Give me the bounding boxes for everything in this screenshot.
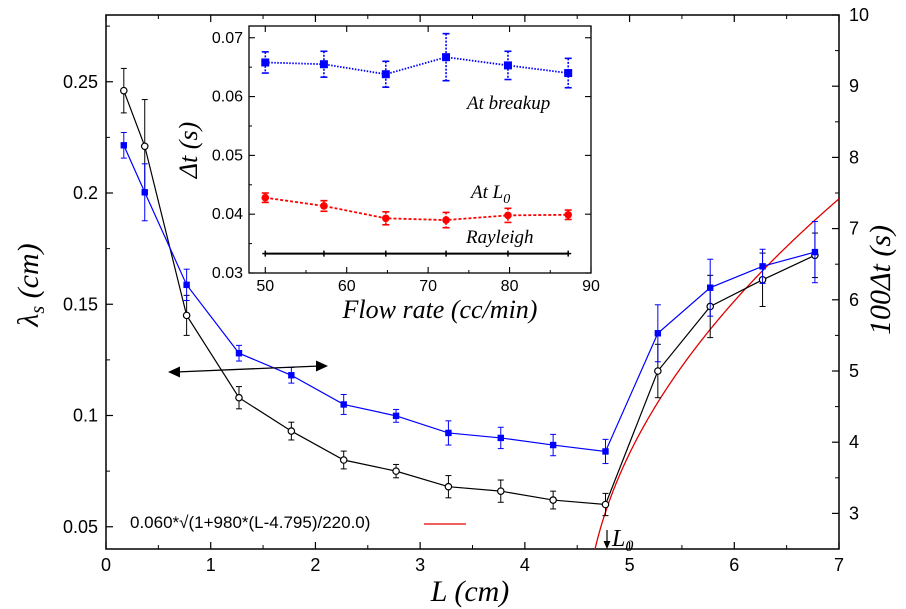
y-left-tick-label: 0.1 [73, 406, 98, 426]
inset-x-tick-label: 90 [582, 278, 600, 295]
data-point [392, 467, 400, 475]
main-plot-area [120, 67, 839, 549]
data-point [287, 427, 296, 435]
inset-data-point [442, 53, 451, 62]
l0-marker-arrow [603, 541, 611, 549]
inset-data-point [564, 69, 573, 78]
inset-data-point [381, 70, 390, 79]
data-point [445, 429, 452, 437]
inset-data-point [320, 202, 328, 210]
y-right-tick-label: 7 [849, 219, 859, 239]
inset-data-point [503, 61, 512, 70]
data-point [120, 86, 128, 95]
inset-series-line [265, 196, 569, 221]
data-point [182, 311, 191, 320]
data-point [183, 281, 190, 289]
data-point [339, 456, 348, 464]
data-point [235, 350, 243, 357]
y-left-axis-label: λs (cm) [12, 243, 49, 327]
data-point [141, 189, 148, 196]
data-point [602, 448, 609, 455]
y-right-tick-label: 5 [849, 361, 859, 381]
data-point [497, 434, 504, 442]
data-point [601, 500, 610, 509]
data-point [392, 412, 400, 420]
axis-indicator-arrow [168, 360, 328, 378]
inset-series-2 [262, 250, 572, 257]
data-point [288, 372, 295, 379]
data-point [759, 263, 766, 270]
x-tick-label: 1 [206, 555, 216, 575]
y-right-tick-label: 3 [849, 503, 859, 523]
data-point [120, 142, 128, 149]
inset-data-point [564, 210, 572, 219]
data-point [549, 496, 557, 504]
data-point [549, 441, 557, 449]
inset-x-tick-label: 60 [338, 278, 356, 295]
inset-x-tick-label: 50 [256, 278, 274, 295]
main-ticks: 0 1 2 3 4 5 6 7 0.05 0.1 0.15 0.2 0.25 3 4 5 6 7 8 9 10 [63, 5, 869, 575]
inset-x-axis-label: Flow rate (cc/min) [342, 295, 538, 324]
inset-ticks: 50 60 70 80 90 0.03 0.04 0.05 0.06 0.07 [212, 26, 600, 295]
inset-data-point [261, 58, 270, 67]
x-tick-label: 0 [101, 555, 111, 575]
inset-data-point [442, 216, 450, 224]
l0-label: L0 [611, 526, 633, 555]
x-tick-label: 4 [520, 555, 530, 575]
data-point [654, 330, 662, 337]
series-1 [120, 131, 819, 465]
inset-x-tick-label: 70 [419, 278, 437, 295]
inset-y-tick-label: 0.04 [212, 206, 243, 223]
inset-data-point [382, 214, 390, 223]
inset-y-tick-label: 0.06 [212, 89, 243, 106]
data-point [811, 248, 819, 256]
inset-plot-frame [248, 25, 592, 274]
inset-series-0 [261, 32, 573, 89]
x-tick-label: 7 [834, 555, 844, 575]
inset-background [249, 26, 591, 273]
y-left-tick-label: 0.05 [63, 517, 98, 537]
inset-series-line [265, 56, 569, 76]
inset-data-point [504, 211, 512, 220]
y-left-tick-label: 0.2 [73, 183, 98, 203]
inset-y-tick-label: 0.05 [212, 147, 243, 164]
data-point [654, 367, 662, 375]
inset-y-axis-label: Δt (s) [174, 122, 203, 179]
y-right-tick-label: 9 [849, 76, 859, 96]
data-point [496, 487, 505, 495]
inset-data-point [261, 193, 270, 202]
inset-label-breakup: At breakup [465, 93, 550, 114]
x-tick-label: 6 [729, 555, 739, 575]
x-tick-label: 5 [625, 555, 635, 575]
x-axis-label: L (cm) [430, 575, 510, 608]
inset-x-tick-label: 80 [501, 278, 519, 295]
data-point [140, 142, 149, 151]
y-right-tick-label: 6 [849, 290, 859, 310]
y-right-tick-label: 8 [849, 147, 859, 167]
inset-y-tick-label: 0.07 [212, 30, 243, 47]
data-point [707, 284, 714, 291]
data-point [235, 393, 243, 402]
x-tick-label: 3 [415, 555, 425, 575]
inset-label-rayleigh: Rayleigh [465, 227, 534, 248]
inset-data-point [319, 60, 328, 69]
inset-y-tick-label: 0.03 [212, 265, 243, 282]
y-right-tick-label: 10 [849, 5, 869, 25]
fit-legend-label: 0.060*√(1+980*(L-4.795)/220.0) [130, 513, 370, 532]
inset-series-1 [261, 192, 572, 229]
data-point [340, 401, 347, 408]
fit-curve [594, 198, 839, 549]
y-left-tick-label: 0.25 [63, 72, 98, 92]
inset-plot-area [261, 32, 573, 257]
data-point [444, 482, 453, 491]
y-right-tick-label: 4 [849, 432, 859, 452]
y-left-tick-label: 0.15 [63, 294, 98, 314]
y-right-axis-label: 100Δt (s) [864, 225, 897, 335]
x-tick-label: 2 [310, 555, 320, 575]
